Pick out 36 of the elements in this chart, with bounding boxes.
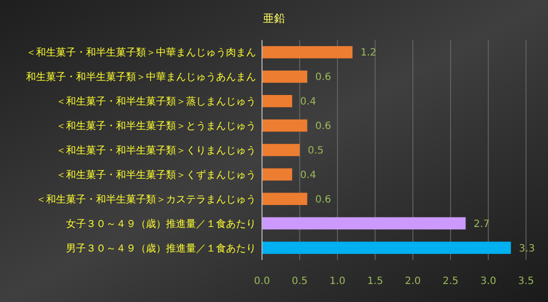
bar: [262, 192, 308, 205]
bar: [262, 144, 300, 156]
y-tick-label: ＜和生菓子・和半生菓子類＞中華まんじゅう肉まん: [26, 46, 256, 59]
x-tick-label: 1.0: [329, 276, 346, 287]
y-tick-label: ＜和生菓子・和半生菓子類＞蒸しまんじゅう: [56, 96, 256, 108]
bar: [262, 95, 292, 108]
data-label: 0.6: [315, 194, 332, 206]
data-label: 0.4: [300, 170, 316, 181]
data-label: 0.6: [315, 72, 332, 84]
y-tick-label: ＜和生菓子・和半生菓子類＞とうまんじゅう: [56, 120, 256, 132]
y-tick-label: 和生菓子・和半生菓子類＞中華まんじゅうあんまん: [26, 71, 256, 84]
y-tick-label: ＜和生菓子・和半生菓子類＞くりまんじゅう: [56, 144, 256, 156]
chart-title: 亜鉛: [263, 12, 285, 25]
bar: [262, 119, 308, 132]
data-label: 0.4: [300, 96, 316, 108]
data-label: 2.7: [474, 218, 490, 230]
y-tick-label: ＜和生菓子・和半生菓子類＞カステラまんじゅう: [36, 193, 256, 206]
bar: [262, 168, 292, 181]
bar: [262, 46, 353, 58]
y-tick-label: 男子３０～４９（歳）推進量／１食あたり: [66, 242, 256, 254]
bar: [262, 217, 466, 230]
data-label: 0.6: [315, 121, 332, 132]
x-tick-label: 1.5: [367, 276, 384, 287]
y-tick-label: ＜和生菓子・和半生菓子類＞くずまんじゅう: [56, 168, 256, 181]
bar: [262, 242, 511, 254]
data-label: 0.5: [308, 146, 324, 156]
data-label: 1.2: [360, 48, 376, 59]
y-tick-label: 女子３０～４９（歳）推進量／１食あたり: [66, 218, 256, 230]
x-tick-label: 2.0: [404, 276, 421, 287]
x-tick-label: 0.5: [292, 276, 308, 287]
x-tick-label: 2.5: [442, 276, 459, 287]
data-label: 3.3: [518, 243, 535, 254]
x-tick-label: 3.0: [480, 276, 496, 287]
bar: [262, 70, 308, 83]
x-tick-label: 0.0: [254, 276, 270, 287]
x-tick-label: 3.5: [518, 276, 534, 287]
